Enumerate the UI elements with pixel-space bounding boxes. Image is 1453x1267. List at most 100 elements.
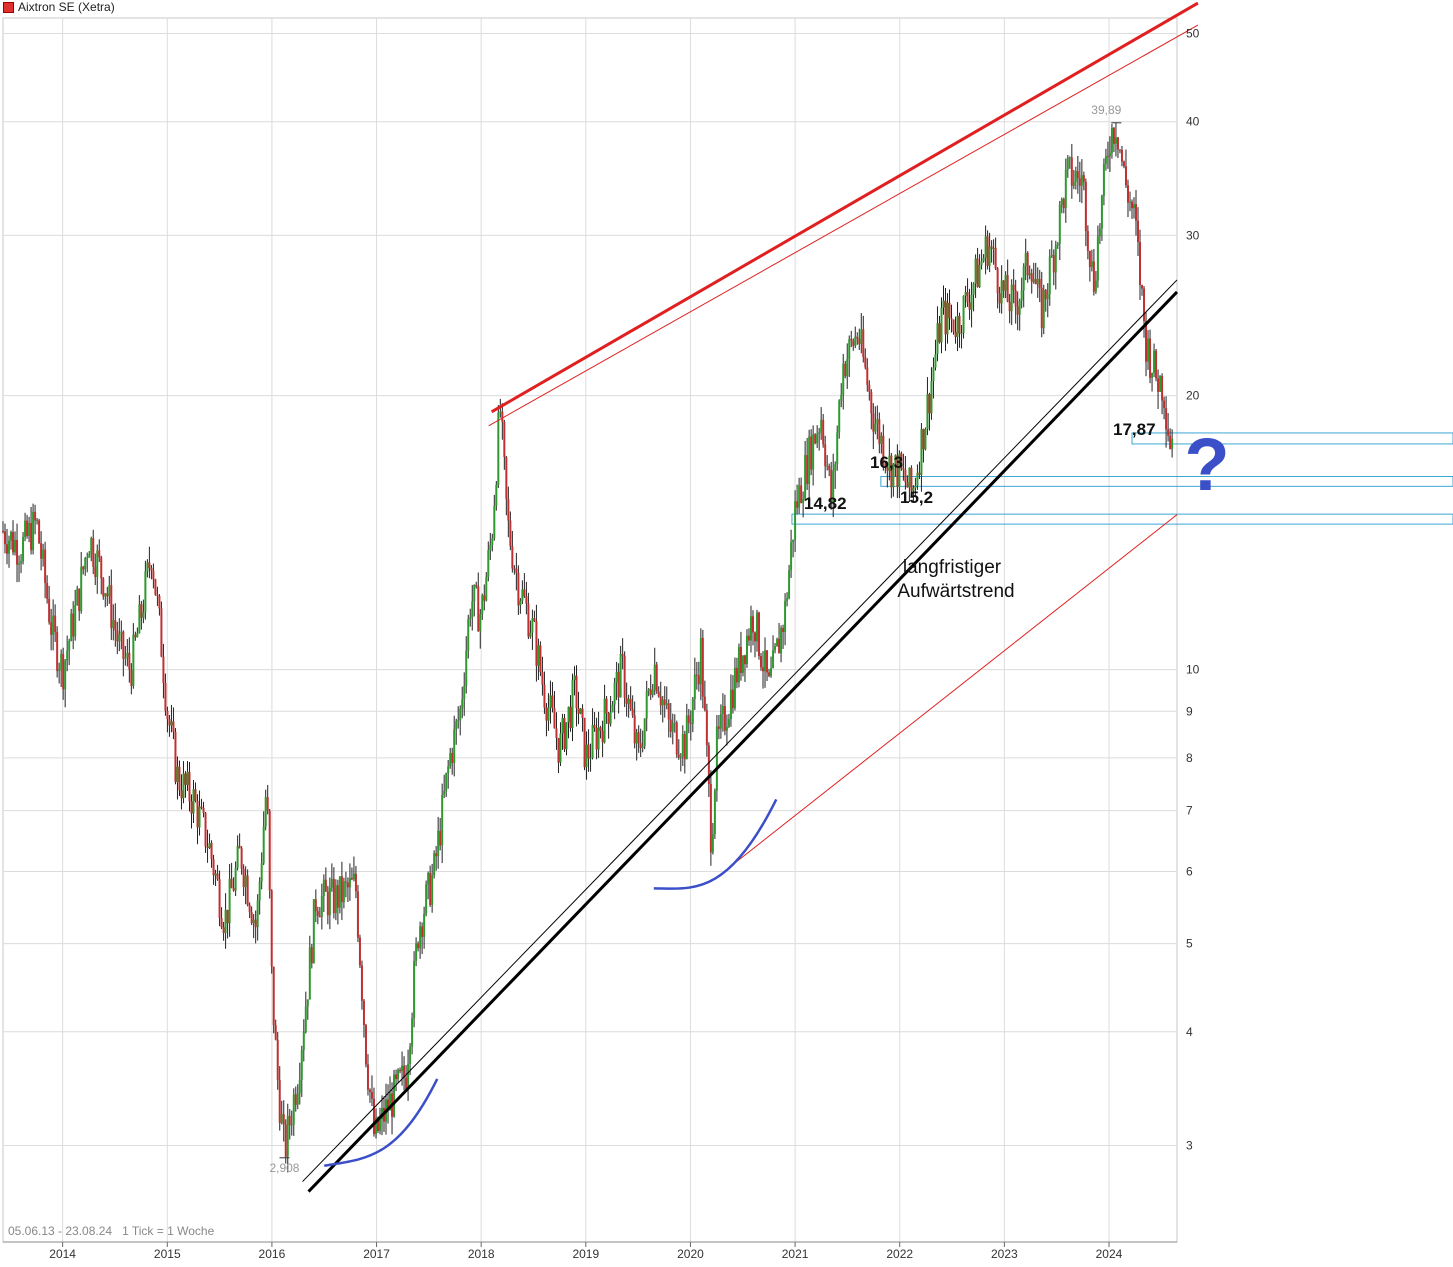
candle-body [190, 801, 193, 814]
candle-body [1151, 372, 1154, 378]
candle-body [1116, 137, 1119, 150]
candle-body [695, 674, 698, 676]
candle-body [214, 873, 217, 876]
candle-body [352, 873, 355, 880]
candle-body [174, 731, 177, 782]
candle-body [766, 650, 769, 673]
candle-body [324, 879, 327, 892]
candle-body [457, 720, 460, 722]
x-tick-label: 2023 [991, 1247, 1018, 1261]
candle-body [980, 261, 983, 265]
candle-body [354, 873, 357, 892]
candle-body [721, 706, 724, 714]
candle-body [898, 453, 901, 488]
candle-body [230, 878, 233, 889]
candle-body [675, 722, 678, 755]
candle-body [776, 638, 779, 647]
x-tick-label: 2018 [468, 1247, 495, 1261]
plot-frame [2, 17, 1178, 1243]
candle-body [142, 612, 145, 618]
candle-body [711, 834, 714, 853]
candle-body [862, 329, 865, 358]
candle-body [834, 464, 837, 471]
candle-body [669, 719, 672, 732]
candle-body [485, 577, 488, 601]
candle-body [808, 436, 811, 484]
candle-body [1020, 290, 1023, 301]
candle-body [1054, 245, 1057, 273]
candle-body [790, 542, 793, 571]
candle-body [778, 638, 781, 654]
candle-body [397, 1069, 400, 1080]
candle-body [619, 654, 622, 698]
candle-body [587, 744, 590, 759]
candle-body [639, 743, 642, 749]
candle-body [613, 682, 616, 705]
candle-body [94, 566, 97, 577]
candle-body [968, 302, 971, 310]
candle-body [663, 699, 666, 705]
candle-body [495, 484, 498, 506]
candle-body [1010, 284, 1013, 312]
candle-body [617, 671, 620, 698]
candle-body [162, 656, 165, 683]
candle-body [1030, 273, 1033, 282]
candle-body [567, 706, 570, 723]
chart-grid [2, 17, 1178, 1243]
candle-body [419, 926, 422, 949]
candle-body [290, 1124, 293, 1126]
candle-body [900, 453, 903, 469]
candle-body [413, 960, 416, 1019]
x-tick-label: 2016 [259, 1247, 286, 1261]
candle-body [1153, 350, 1156, 373]
y-tick-label: 3 [1186, 1138, 1193, 1152]
candle-body [784, 600, 787, 632]
candle-body [288, 1115, 291, 1126]
candle-body [733, 667, 736, 709]
candle-body [910, 467, 913, 491]
candle-body [703, 696, 706, 711]
candle-body [130, 669, 133, 686]
candle-body [82, 566, 85, 570]
candle-body [920, 429, 923, 475]
candle-body [537, 645, 540, 666]
candle-body [832, 470, 835, 503]
candle-body [409, 1046, 412, 1064]
candle-body [182, 773, 185, 799]
candle-body [210, 843, 213, 860]
candle-body [26, 520, 29, 536]
candle-body [1044, 289, 1047, 300]
candle-body [1098, 228, 1101, 237]
candle-body [146, 562, 149, 572]
candle-body [523, 589, 526, 597]
candle-body [745, 635, 748, 665]
candle-body [922, 429, 925, 450]
candle-body [455, 721, 458, 730]
candle-body [521, 589, 524, 601]
chart-annotations: 39,89 2,908 17,87 16,3 15,2 14,82 langfristige… [269, 103, 1229, 1175]
candle-body [699, 637, 702, 685]
candle-body [870, 391, 873, 414]
candle-body [479, 614, 482, 632]
candle-body [932, 367, 935, 382]
candle-body [992, 247, 995, 249]
candle-body [509, 520, 512, 547]
candle-body [278, 1079, 281, 1123]
candle-body [774, 646, 777, 651]
candle-body [104, 593, 107, 597]
candle-body [1040, 287, 1043, 329]
candle-body [226, 909, 229, 924]
candle-body [731, 689, 734, 709]
candle-body [66, 650, 69, 661]
x-tick-label: 2015 [154, 1247, 181, 1261]
candle-body [362, 1000, 365, 1026]
candle-body [248, 904, 251, 913]
candle-body [946, 302, 949, 335]
candle-body [804, 455, 807, 500]
candle-body [926, 394, 929, 430]
candle-body [828, 465, 831, 470]
candle-body [1068, 157, 1071, 159]
candle-body [645, 691, 648, 719]
candle-body [1130, 201, 1133, 209]
